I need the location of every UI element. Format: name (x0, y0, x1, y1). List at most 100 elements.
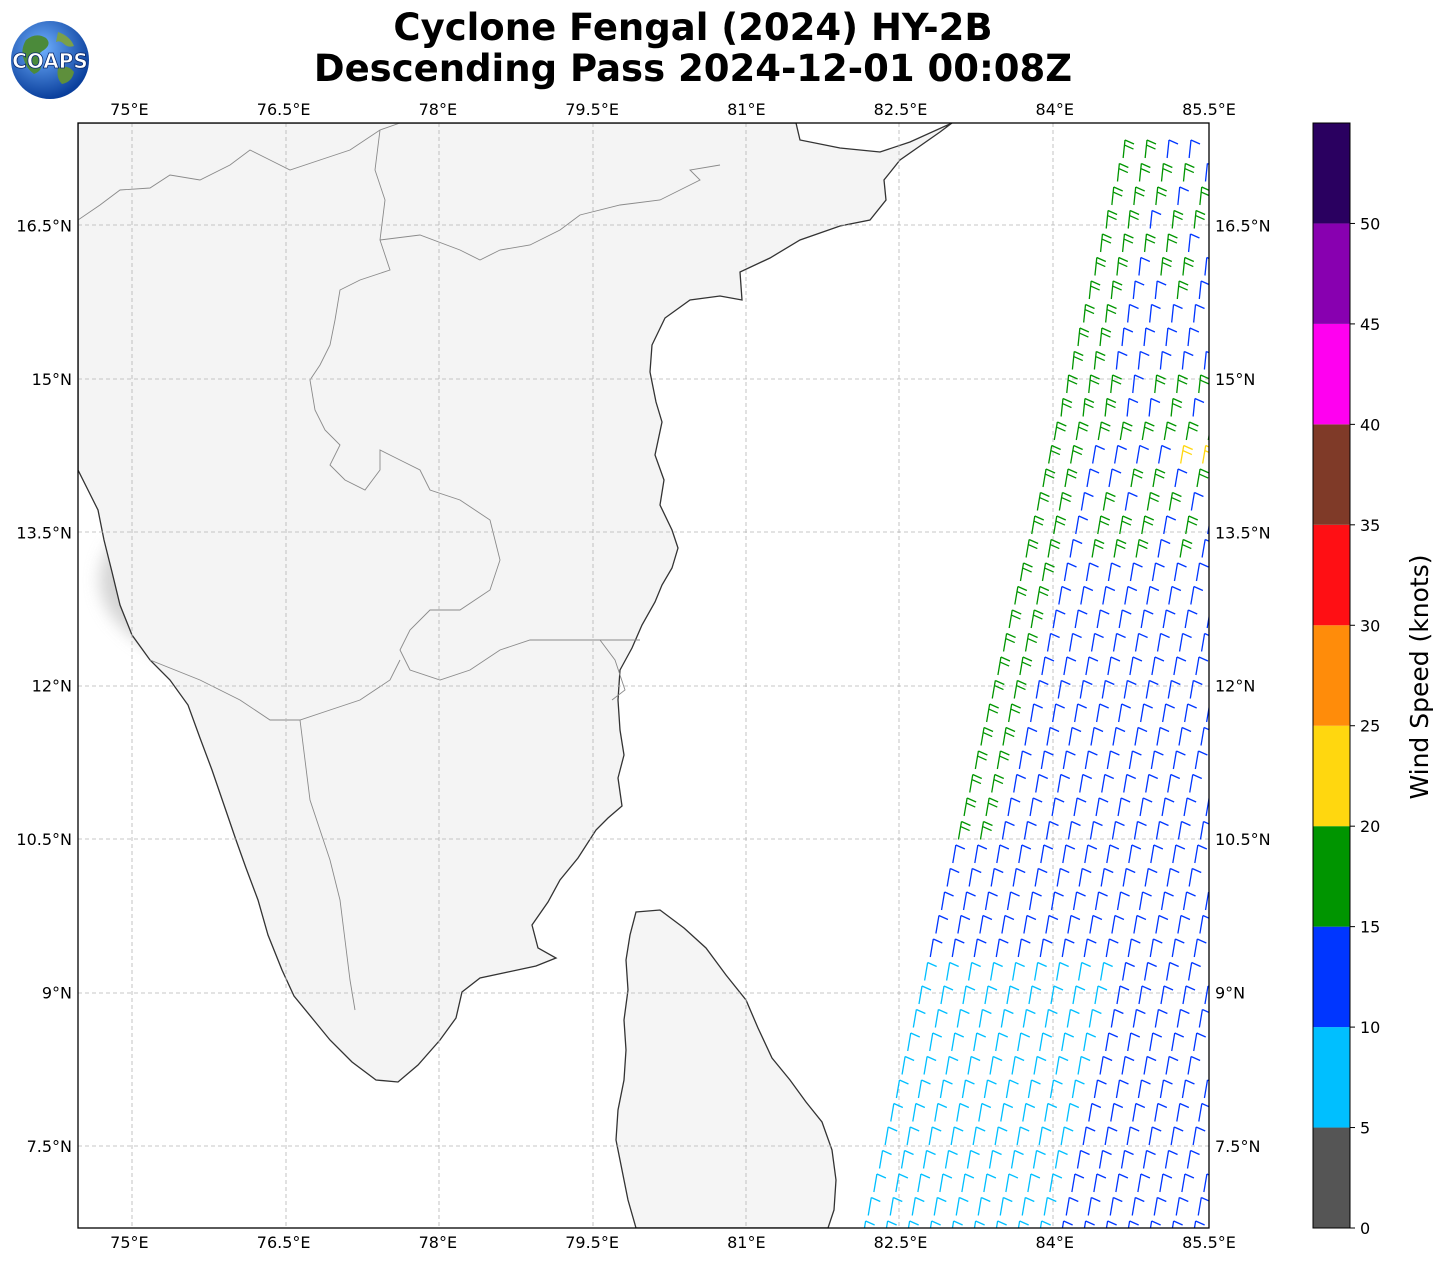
wind-barb-flag (1087, 844, 1098, 850)
wind-barb (1178, 727, 1183, 746)
wind-barb (1151, 562, 1157, 582)
wind-barb-flag (1173, 1220, 1183, 1226)
lon-tick-label-top: 76.5°E (257, 100, 311, 119)
wind-barb-flag (1074, 1173, 1085, 1179)
wind-barb-flag (1181, 726, 1192, 733)
wind-barb-flag (993, 778, 1004, 785)
wind-barb (1117, 797, 1122, 817)
wind-barb-flag (882, 1149, 892, 1156)
wind-barb (1042, 468, 1047, 488)
wind-barb-flag (1066, 656, 1077, 662)
wind-barb (995, 938, 1000, 958)
wind-barb (1104, 1126, 1109, 1146)
wind-barb (1180, 445, 1185, 464)
wind-barb (873, 1173, 878, 1193)
wind-barb-flag (1162, 256, 1173, 263)
wind-barb (1111, 186, 1115, 206)
wind-barb (1048, 445, 1053, 464)
wind-barb-flag (1157, 1102, 1168, 1109)
wind-barb-flag (1036, 1055, 1047, 1062)
wind-barb-flag (1198, 473, 1209, 479)
wind-barb-flag (1107, 1126, 1118, 1132)
lon-tick-label-bottom: 79.5°E (565, 1233, 619, 1252)
wind-barb-flag (1147, 867, 1158, 874)
wind-barb-flag (910, 1032, 921, 1038)
wind-barb-flag (1023, 562, 1033, 568)
wind-barb (1187, 1056, 1192, 1075)
wind-barb-flag (964, 1173, 975, 1179)
wind-barb (1199, 821, 1205, 840)
wind-barb (1005, 1173, 1010, 1193)
wind-barb (978, 1103, 983, 1122)
wind-barb (1160, 257, 1164, 276)
wind-barb-flag (1125, 867, 1136, 874)
wind-barb (1006, 985, 1011, 1005)
wind-barb (1198, 280, 1202, 300)
wind-barb-flag (1017, 585, 1028, 592)
wind-barb (929, 1220, 933, 1228)
wind-barb (1072, 891, 1078, 911)
wind-barb (1183, 797, 1188, 817)
wind-barb (1013, 680, 1018, 699)
wind-barb-flag (1129, 209, 1140, 216)
wind-barb (1062, 844, 1067, 864)
wind-barb (1064, 468, 1069, 488)
wind-barb-flag (1071, 820, 1081, 827)
wind-barb-flag (1104, 773, 1115, 780)
wind-barb-flag (1127, 679, 1137, 686)
wind-barb-flag (1003, 1102, 1014, 1109)
wind-barb-flag (1097, 985, 1108, 991)
wind-barb-flag (1110, 750, 1120, 756)
wind-barb (1035, 774, 1040, 793)
wind-barb (1013, 774, 1018, 793)
wind-barb-flag (960, 825, 970, 832)
wind-barb-flag (1179, 1102, 1190, 1109)
wind-barb (1124, 586, 1129, 605)
wind-barb (1105, 938, 1110, 958)
wind-barb (1087, 1197, 1092, 1216)
wind-barb (973, 1032, 978, 1052)
wind-barb (951, 1220, 955, 1228)
state-boundaries (78, 123, 721, 1011)
wind-barb (1182, 985, 1187, 1005)
wind-barb-flag (1167, 327, 1178, 333)
wind-barb-flag (1028, 538, 1039, 545)
wind-barb-flag (1178, 374, 1188, 380)
colorbar-bin (1313, 524, 1350, 626)
wind-barb-flag (1172, 397, 1183, 404)
wind-barb-flag (988, 891, 998, 897)
wind-barb-flag (1039, 496, 1049, 503)
wind-barb-flag (937, 1196, 947, 1203)
wind-barb (1185, 421, 1190, 441)
wind-barb-flag (1106, 308, 1117, 315)
wind-barb-flag (1139, 350, 1150, 357)
wind-barb (1071, 351, 1075, 370)
wind-barb-flag (1177, 379, 1188, 385)
wind-barb (1175, 1197, 1180, 1216)
wind-barb (1110, 374, 1114, 394)
wind-barb-flag (1006, 632, 1016, 639)
lon-ticks-bottom: 75°E 76.5°E 78°E 79.5°E 81°E 82.5°E 84°E 85.5°E (110, 1233, 1236, 1252)
wind-barb-flag (948, 1055, 959, 1062)
wind-barb-flag (1109, 938, 1119, 944)
wind-barb-flag (1063, 1126, 1074, 1132)
wind-barb (1029, 797, 1034, 817)
wind-barb (940, 891, 946, 911)
wind-barb-flag (997, 1220, 1007, 1226)
wind-barb (1210, 328, 1212, 346)
wind-barb (996, 750, 1002, 770)
wind-barb-flag (1116, 632, 1126, 639)
wind-barb (1153, 1197, 1158, 1216)
wind-barb-flag (1167, 238, 1178, 244)
wind-barb-flag (1027, 726, 1038, 733)
wind-barb-flag (1154, 473, 1165, 479)
wind-barb-flag (1038, 773, 1049, 780)
wind-barb-flag (1044, 656, 1055, 662)
wind-barb (1203, 351, 1207, 370)
wind-barb-flag (1192, 773, 1203, 780)
wind-barb-flag (1102, 1149, 1112, 1156)
wind-barb-flag (999, 938, 1009, 944)
wind-barb (1002, 727, 1007, 746)
wind-barb (1063, 562, 1069, 582)
wind-barb (1128, 844, 1133, 864)
